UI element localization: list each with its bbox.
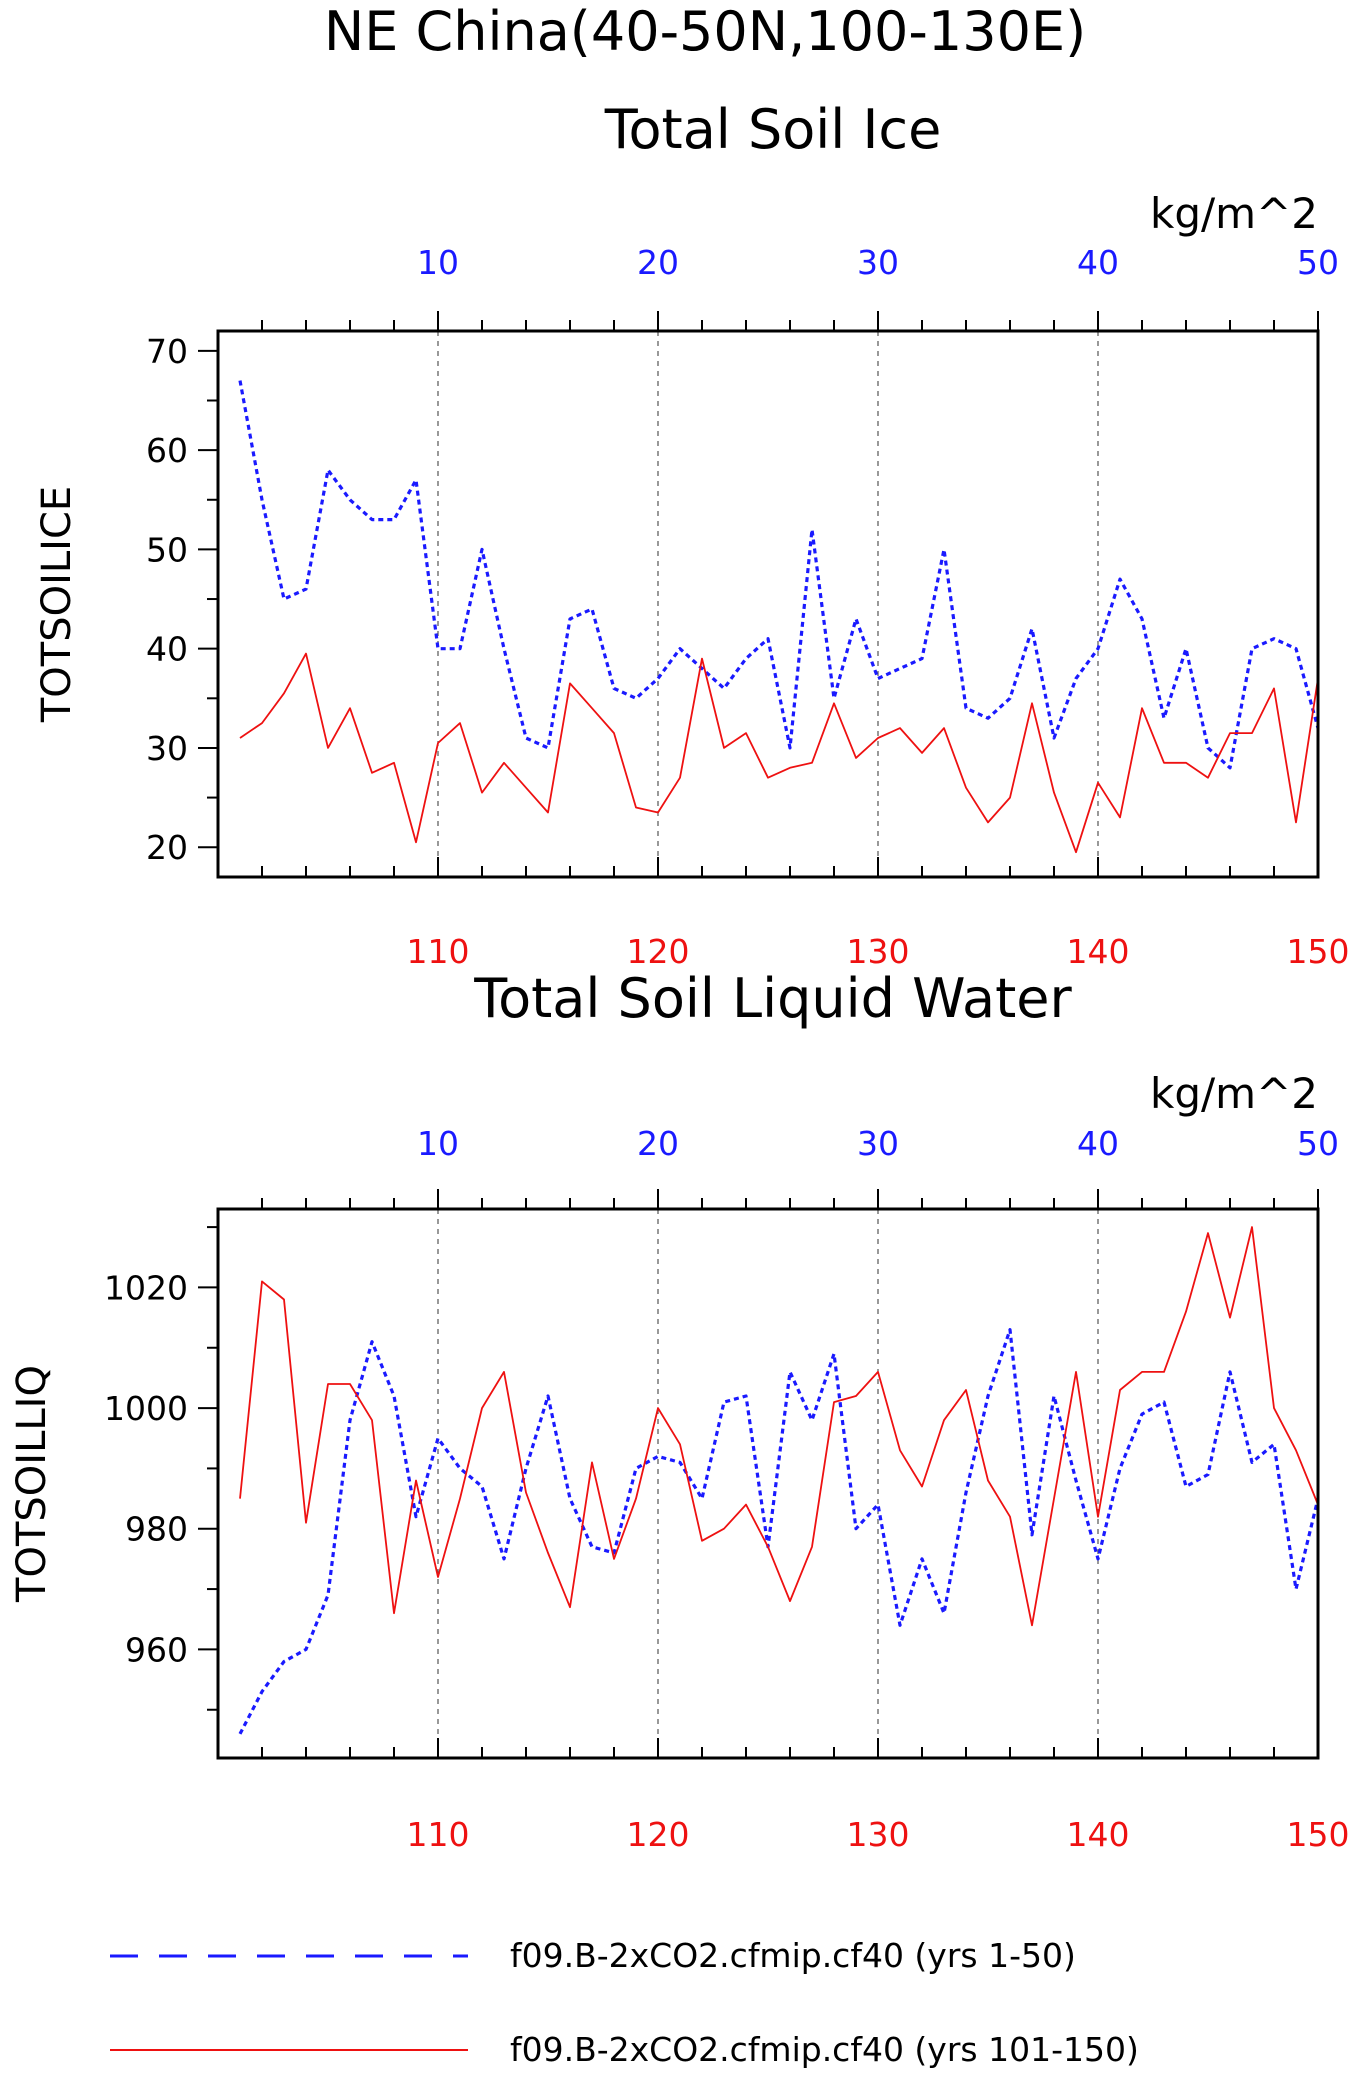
top-tick-label: 30 [857,243,899,282]
top-tick-label: 50 [1297,1124,1339,1163]
bottom-tick-label: 150 [1287,932,1350,971]
y-tick-label: 50 [146,530,188,569]
top-tick-label: 50 [1297,243,1339,282]
legend-label-blue: f09.B-2xCO2.cfmip.cf40 (yrs 1-50) [510,1936,1076,1975]
bottom-tick-label: 140 [1067,932,1130,971]
bottom-tick-label: 150 [1287,1815,1350,1854]
series-line-blue [238,1328,1320,1735]
plot-frame [216,329,1320,879]
y-axis-label: TOTSOILLIQ [9,1365,55,1603]
panel1-title: Total Soil Ice [604,98,942,161]
units-label: kg/m^2 [1150,1069,1318,1118]
bottom-tick-label: 120 [627,1815,690,1854]
y-tick-label: 1020 [104,1268,188,1307]
units-label: kg/m^2 [1150,189,1318,238]
y-tick-label: 980 [125,1510,188,1549]
bottom-tick-label: 120 [627,932,690,971]
top-tick-label: 10 [417,243,459,282]
bottom-tick-label: 110 [407,932,470,971]
series-line-red [239,652,1319,854]
y-tick-label: 30 [146,729,188,768]
top-tick-label: 40 [1077,243,1119,282]
bottom-tick-label: 140 [1067,1815,1130,1854]
top-tick-label: 20 [637,243,679,282]
panel2-title: Total Soil Liquid Water [473,967,1072,1030]
top-tick-label: 20 [637,1124,679,1163]
top-tick-label: 10 [417,1124,459,1163]
y-tick-label: 60 [146,431,188,470]
page-title: NE China(40-50N,100-130E) [324,0,1086,63]
y-axis-label: TOTSOILICE [34,486,80,723]
plot-frame [216,1207,1320,1760]
bottom-tick-label: 130 [847,1815,910,1854]
panel-total-soil-ice: 10 20 30 40 50 110 120 130 140 150 20 30 40 50 60 70 TOT… [34,189,1350,971]
y-tick-label: 70 [146,332,188,371]
legend-label-red: f09.B-2xCO2.cfmip.cf40 (yrs 101-150) [510,2030,1139,2069]
y-tick-label: 1000 [104,1389,188,1428]
series-line-blue [238,380,1320,770]
bottom-tick-label: 110 [407,1815,470,1854]
legend: f09.B-2xCO2.cfmip.cf40 (yrs 1-50) f09.B-… [110,1936,1139,2069]
y-tick-label: 960 [125,1630,188,1669]
bottom-tick-label: 130 [847,932,910,971]
y-tick-label: 40 [146,630,188,669]
y-tick-label: 20 [146,828,188,867]
series-line-red [239,1226,1319,1627]
top-tick-label: 30 [857,1124,899,1163]
top-tick-label: 40 [1077,1124,1119,1163]
